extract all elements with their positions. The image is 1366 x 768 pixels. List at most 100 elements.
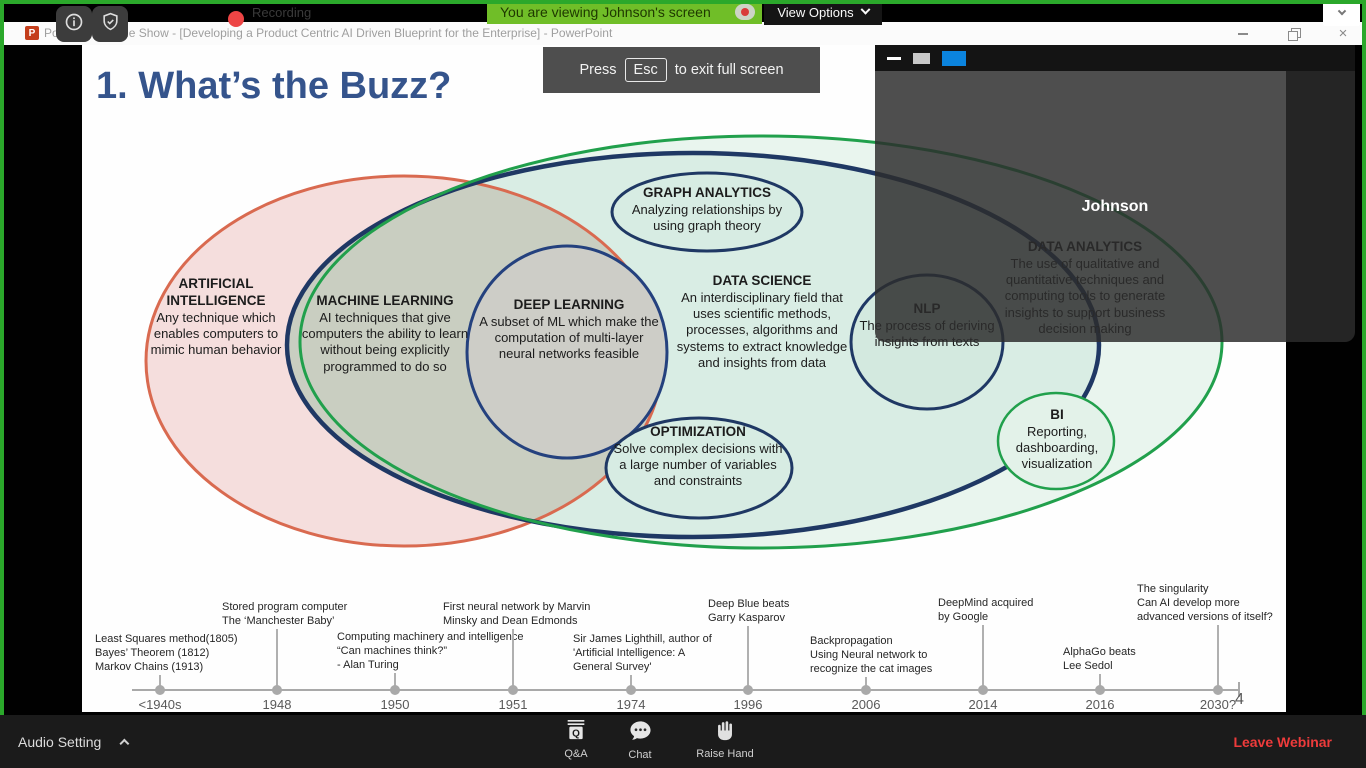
venn-title: OPTIMIZATION xyxy=(650,424,746,439)
esc-hint-suffix: to exit full screen xyxy=(674,62,784,78)
venn-title: GRAPH ANALYTICS xyxy=(642,185,771,200)
venn-ellipse-data-science-stroke xyxy=(284,150,1102,540)
minimize-video-icon[interactable] xyxy=(887,56,901,60)
raise-hand-icon xyxy=(715,719,736,746)
timeline-stem xyxy=(512,629,514,690)
timeline-note: Stored program computer The ‘Manchester … xyxy=(222,601,348,627)
timeline-year: 2006 xyxy=(851,697,881,712)
timeline-axis xyxy=(132,689,1238,691)
timeline-year: 2016 xyxy=(1085,697,1115,712)
timeline-stem xyxy=(747,626,749,690)
venn-label-artificial-intelligence: ARTIFICIAL INTELLIGENCE Any technique wh… xyxy=(148,276,284,359)
timeline-stem xyxy=(1099,674,1101,690)
venn-title: DATA SCIENCE xyxy=(712,273,812,288)
chat-label: Chat xyxy=(628,749,652,761)
timeline-dot xyxy=(1095,685,1105,695)
timeline-year: <1940s xyxy=(138,697,182,712)
esc-hint-press: Press xyxy=(579,62,617,78)
powerpoint-titlebar: P PowerPoint Slide Show - [Developing a … xyxy=(0,22,1366,45)
timeline-stem xyxy=(276,629,278,690)
timeline-dot xyxy=(626,685,636,695)
timeline-note: Computing machinery and intelligence “Ca… xyxy=(337,631,524,671)
venn-desc: Solve complex decisions with a large num… xyxy=(613,440,783,489)
collapse-panel-button[interactable] xyxy=(1323,2,1360,26)
timeline-dot xyxy=(743,685,753,695)
esc-key: Esc xyxy=(624,58,667,82)
venn-ellipse-data-analytics-stroke xyxy=(298,134,1224,550)
venn-desc: An interdisciplinary field that uses sci… xyxy=(676,289,848,370)
shield-icon xyxy=(101,12,120,36)
chevron-down-icon xyxy=(860,4,871,15)
venn-desc: Any technique which enables computers to… xyxy=(150,309,282,358)
video-panel-toolbar xyxy=(875,45,1355,71)
timeline-dot xyxy=(978,685,988,695)
timeline-year: 1948 xyxy=(262,697,292,712)
powerpoint-slide: 1. What’s the Buzz? xyxy=(82,45,1286,712)
top-strip: Recording You are viewing Johnson's scre… xyxy=(0,0,1366,42)
venn-title: ARTIFICIAL INTELLIGENCE xyxy=(166,276,266,308)
timeline-stem xyxy=(394,673,396,690)
restore-window-icon[interactable] xyxy=(1276,22,1310,45)
recording-dot-icon xyxy=(228,11,244,27)
presentation-stage: 1. What’s the Buzz? xyxy=(0,45,1366,715)
venn-ellipse-deep-learning xyxy=(465,244,669,460)
small-view-icon[interactable] xyxy=(913,52,930,64)
viewing-banner: You are viewing Johnson's screen xyxy=(487,0,762,24)
venn-title: BI xyxy=(1050,407,1064,422)
timeline-stem xyxy=(630,675,632,690)
timeline-note: AlphaGo beats Lee Sedol xyxy=(1063,646,1136,672)
webinar-toolbar: Audio Setting Q Q&A Chat Raise Hand Leav… xyxy=(0,715,1366,768)
participant-name: Johnson xyxy=(1081,197,1149,215)
video-panel: Johnson xyxy=(875,45,1355,342)
venn-label-bi: BI Reporting, dashboarding, visualizatio… xyxy=(997,407,1117,473)
timeline-note: DeepMind acquired by Google xyxy=(938,597,1034,623)
slide-title: 1. What’s the Buzz? xyxy=(96,65,452,107)
qa-icon: Q xyxy=(566,719,586,746)
venn-ellipse-graph-analytics xyxy=(610,171,804,253)
timeline-stem xyxy=(1217,625,1219,690)
timeline-year: 1974 xyxy=(616,697,646,712)
svg-text:Q: Q xyxy=(572,729,580,740)
chevron-down-icon xyxy=(1337,6,1346,16)
timeline-dot xyxy=(155,685,165,695)
timeline-note: Sir James Lighthill, author of 'Artifici… xyxy=(573,633,712,673)
large-view-icon[interactable] xyxy=(942,50,966,66)
close-window-icon[interactable]: × xyxy=(1338,25,1348,42)
chat-button[interactable]: Chat xyxy=(616,719,664,761)
powerpoint-icon: P xyxy=(25,26,39,40)
leave-webinar-button[interactable]: Leave Webinar xyxy=(1233,733,1332,750)
timeline-note: Backpropagation Using Neural network to … xyxy=(810,635,933,675)
timeline-dot xyxy=(272,685,282,695)
venn-desc: AI techniques that give computers the ab… xyxy=(301,309,469,374)
venn-title: DEEP LEARNING xyxy=(513,297,625,312)
venn-ellipse-optimization xyxy=(604,416,794,520)
timeline-stem xyxy=(159,675,161,690)
venn-label-graph-analytics: GRAPH ANALYTICS Analyzing relationships … xyxy=(620,185,794,234)
chevron-up-icon xyxy=(119,738,130,749)
audio-setting-button[interactable]: Audio Setting xyxy=(18,715,130,768)
viewing-banner-text: You are viewing Johnson's screen xyxy=(500,4,711,20)
raise-hand-label: Raise Hand xyxy=(696,748,754,760)
timeline-stem xyxy=(982,625,984,690)
security-shield-button[interactable] xyxy=(92,6,128,42)
qa-button[interactable]: Q Q&A xyxy=(550,719,602,760)
recording-red-dot xyxy=(741,8,749,16)
raise-hand-button[interactable]: Raise Hand xyxy=(688,719,762,760)
window-title: PowerPoint Slide Show - [Developing a Pr… xyxy=(44,26,613,40)
timeline-end-tick xyxy=(1238,682,1240,697)
venn-desc: A subset of ML which make the computatio… xyxy=(479,313,659,362)
timeline-dot xyxy=(861,685,871,695)
venn-desc: Reporting, dashboarding, visualization xyxy=(1015,423,1099,472)
timeline-year: 1950 xyxy=(380,697,410,712)
venn-label-machine-learning: MACHINE LEARNING AI techniques that give… xyxy=(290,293,480,375)
timeline-dot xyxy=(508,685,518,695)
minimize-window-icon[interactable] xyxy=(1226,22,1260,45)
timeline-year: 2014 xyxy=(968,697,998,712)
slide-page-number: 4 xyxy=(1235,691,1244,708)
view-options-button[interactable]: View Options xyxy=(764,0,882,25)
meeting-info-button[interactable] xyxy=(56,6,92,42)
venn-title: MACHINE LEARNING xyxy=(316,293,454,308)
venn-label-data-science: DATA SCIENCE An interdisciplinary field … xyxy=(668,273,856,371)
timeline-year: 1996 xyxy=(733,697,763,712)
recording-label: Recording xyxy=(252,5,312,20)
